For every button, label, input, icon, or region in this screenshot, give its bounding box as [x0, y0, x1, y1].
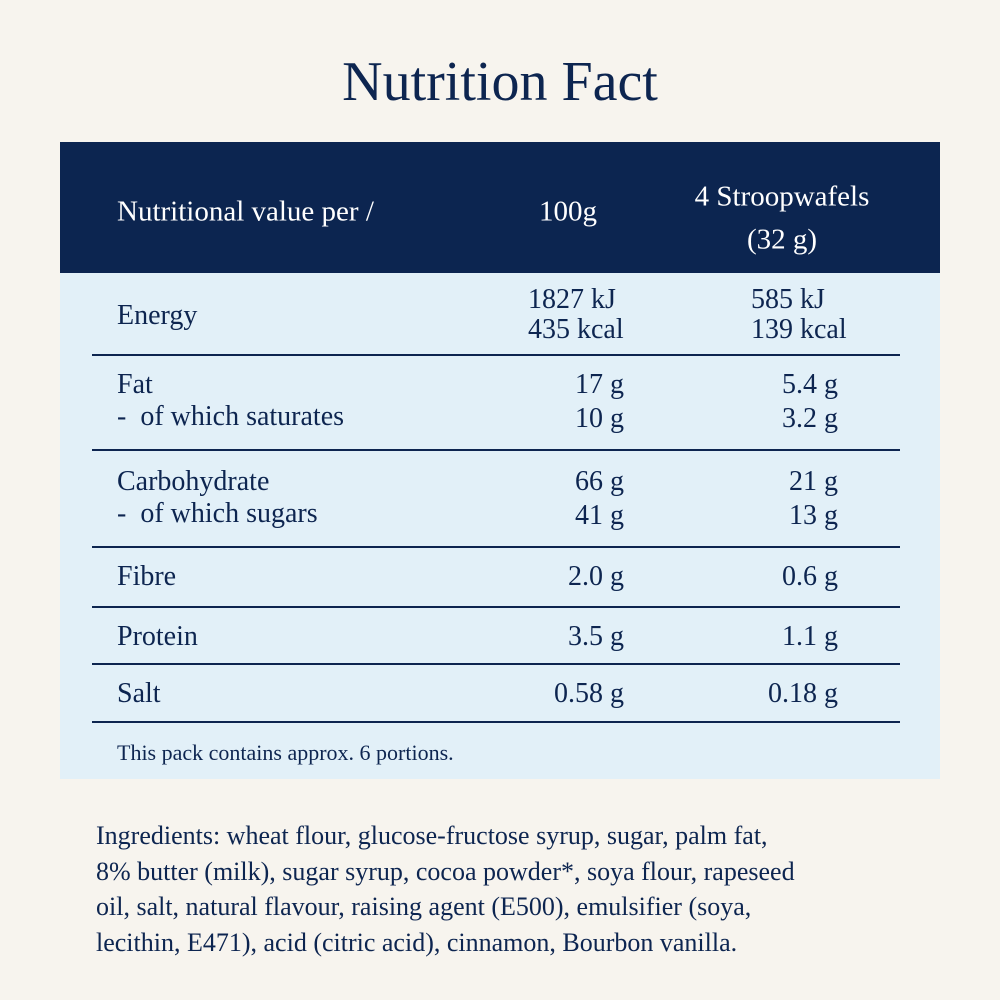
value-100g: 2.0 g: [568, 561, 624, 592]
row-label: Energy: [117, 300, 198, 331]
value-portion: 1.1 g: [782, 621, 838, 652]
value-100g: 0.58 g: [554, 678, 624, 709]
value-portion: 13 g: [789, 500, 838, 531]
value-portion: 139 kcal: [751, 314, 847, 345]
header-cell: (32 g): [746, 223, 818, 256]
title: Nutrition Fact: [342, 51, 658, 113]
value-100g: 17 g: [575, 369, 624, 400]
row-separator: [92, 721, 900, 723]
ingredients-line: 8% butter (milk), sugar syrup, cocoa pow…: [96, 856, 795, 886]
ingredients-line: lecithin, E471), acid (citric acid), cin…: [96, 927, 738, 957]
row-separator: [92, 354, 900, 356]
header-cell: 4 Stroopwafels: [694, 180, 870, 213]
row-label: Protein: [117, 621, 198, 652]
value-100g: 66 g: [575, 466, 624, 497]
row-label: Fat: [117, 369, 153, 400]
footnote: This pack contains approx. 6 portions.: [117, 740, 454, 765]
value-100g: 10 g: [575, 403, 624, 434]
row-label: Fibre: [117, 561, 177, 592]
value-100g: 1827 kJ: [528, 284, 616, 315]
value-portion: 5.4 g: [782, 369, 838, 400]
value-portion: 21 g: [789, 466, 838, 497]
header-cell: 100g: [539, 195, 597, 228]
table-body-bg: [60, 273, 940, 779]
value-100g: 435 kcal: [528, 314, 624, 345]
row-label: Salt: [117, 678, 161, 709]
row-label: - of which saturates: [117, 401, 345, 432]
value-100g: 41 g: [575, 500, 624, 531]
ingredients-line: Ingredients: wheat flour, glucose-fructo…: [96, 821, 768, 850]
value-portion: 0.6 g: [782, 561, 838, 592]
table-header-bg: [60, 142, 940, 273]
value-portion: 585 kJ: [751, 284, 825, 315]
value-portion: 0.18 g: [768, 678, 838, 709]
row-label: - of which sugars: [117, 498, 318, 529]
value-portion: 3.2 g: [782, 403, 838, 434]
row-separator: [92, 663, 900, 665]
row-separator: [92, 546, 900, 548]
value-100g: 3.5 g: [568, 621, 624, 652]
row-separator: [92, 449, 900, 451]
ingredients-line: oil, salt, natural flavour, raising agen…: [96, 892, 752, 921]
header-cell: Nutritional value per /: [117, 195, 374, 228]
row-separator: [92, 606, 900, 608]
row-label: Carbohydrate: [117, 466, 270, 497]
